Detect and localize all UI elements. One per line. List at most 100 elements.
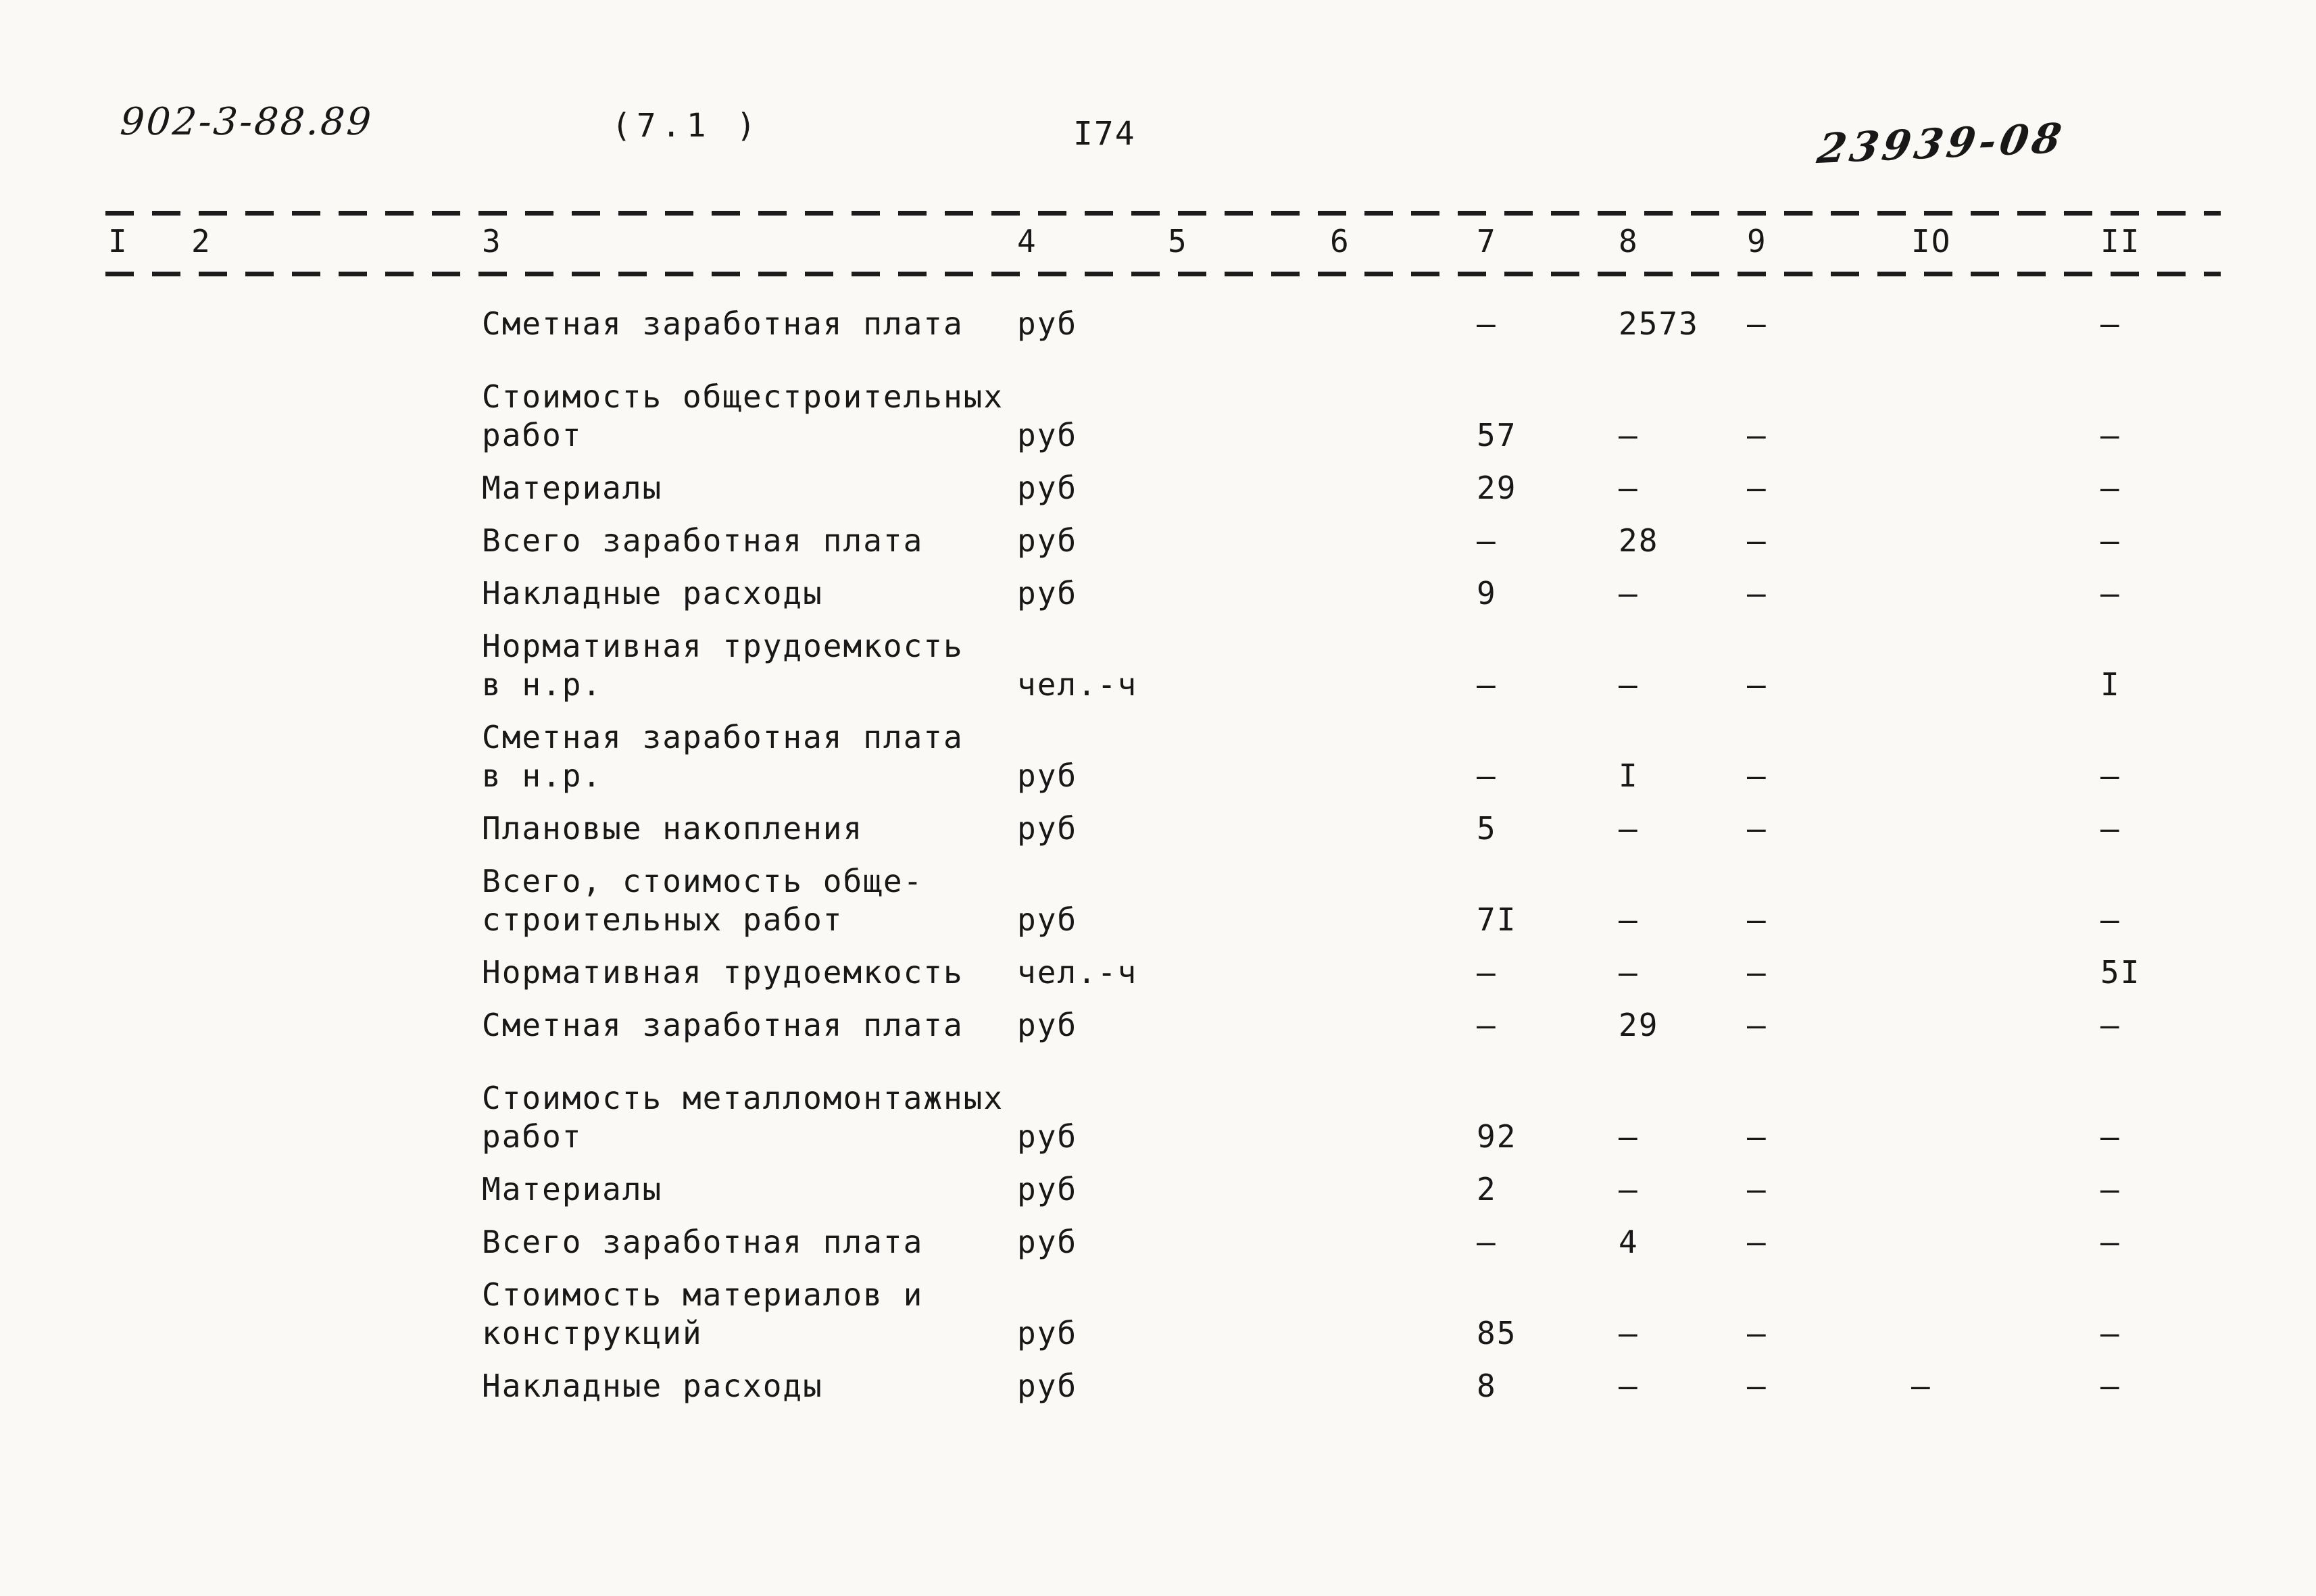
row-label: Накладные расходы — [482, 1368, 823, 1404]
row-unit: руб — [1017, 901, 1078, 938]
row-unit: чел.-ч — [1017, 666, 1138, 703]
table-row: Плановые накопления руб 5 – – – — [0, 801, 2316, 853]
row-unit: руб — [1017, 1118, 1078, 1155]
cell-c7: – — [1477, 666, 1497, 703]
row-label: Нормативная трудоемкость в н.р. — [482, 628, 964, 703]
table-row: Материалы руб 2 – – – — [0, 1162, 2316, 1214]
cell-c8: I — [1619, 757, 1639, 794]
cell-c11: – — [2100, 1368, 2121, 1404]
cell-c11: – — [2100, 1007, 2121, 1043]
doc-number: 902-3-88.89 — [118, 100, 374, 144]
cell-c11: – — [2100, 1315, 2121, 1351]
cell-c9: – — [1747, 666, 1767, 703]
cell-c9: – — [1747, 575, 1767, 612]
cell-c8: 29 — [1619, 1007, 1659, 1043]
cell-c9: – — [1747, 954, 1767, 991]
cell-c11: I — [2100, 666, 2121, 703]
cell-c11: – — [2100, 1224, 2121, 1260]
row-label: Стоимость общестроительных работ — [482, 378, 1004, 453]
table-rows: Сметная заработная плата руб – 2573 – – … — [0, 296, 2316, 1411]
cell-c11: – — [2100, 1171, 2121, 1207]
column-number-10: IO — [1911, 223, 1952, 259]
cell-c9: – — [1747, 1118, 1767, 1155]
row-label: Сметная заработная плата — [482, 1007, 964, 1043]
cell-c8: – — [1619, 575, 1639, 612]
sheet-ref: (7.1 ) — [612, 107, 762, 145]
column-number-6: 6 — [1330, 223, 1350, 259]
row-unit: руб — [1017, 417, 1078, 453]
cell-c9: – — [1747, 305, 1767, 342]
row-unit: руб — [1017, 1315, 1078, 1351]
cell-c7: – — [1477, 305, 1497, 342]
cell-c8: – — [1619, 954, 1639, 991]
cell-c9: – — [1747, 1007, 1767, 1043]
row-unit: руб — [1017, 575, 1078, 612]
row-unit: руб — [1017, 757, 1078, 794]
cell-c11: – — [2100, 575, 2121, 612]
cell-c11: – — [2100, 901, 2121, 938]
row-label: Сметная заработная плата в н.р. — [482, 719, 964, 794]
cell-c7: – — [1477, 1224, 1497, 1260]
row-label: Стоимость материалов и конструкций — [482, 1276, 924, 1351]
row-label: Нормативная трудоемкость — [482, 954, 964, 991]
cell-c8: – — [1619, 810, 1639, 847]
row-label: Всего, стоимость обще- строительных рабо… — [482, 863, 924, 938]
row-label: Стоимость металломонтажных работ — [482, 1080, 1004, 1155]
handwritten-code: 23939-08 — [1814, 114, 2069, 174]
cell-c8: – — [1619, 1171, 1639, 1207]
row-unit: чел.-ч — [1017, 954, 1138, 991]
cell-c8: – — [1619, 666, 1639, 703]
cell-c8: – — [1619, 901, 1639, 938]
column-number-7: 7 — [1477, 223, 1497, 259]
cell-c11: – — [2100, 417, 2121, 453]
table-row: Всего, стоимость обще- строительных рабо… — [0, 853, 2316, 945]
row-unit: руб — [1017, 810, 1078, 847]
table-row: Сметная заработная плата в н.р. руб – I … — [0, 709, 2316, 801]
cell-c11: – — [2100, 305, 2121, 342]
cell-c7: – — [1477, 757, 1497, 794]
column-number-11: II — [2100, 223, 2141, 259]
cell-c7: – — [1477, 954, 1497, 991]
table-row: Стоимость металломонтажных работ руб 92 … — [0, 1050, 2316, 1162]
cell-c8: – — [1619, 470, 1639, 506]
cell-c7: 9 — [1477, 575, 1497, 612]
table-row: Всего заработная плата руб – 28 – – — [0, 513, 2316, 566]
table-row: Сметная заработная плата руб – 29 – – — [0, 997, 2316, 1050]
table-row: Стоимость общестроительных работ руб 57 … — [0, 349, 2316, 460]
row-unit: руб — [1017, 522, 1078, 559]
cell-c7: 7I — [1477, 901, 1517, 938]
cell-c11: – — [2100, 470, 2121, 506]
cell-c9: – — [1747, 757, 1767, 794]
column-number-9: 9 — [1747, 223, 1767, 259]
row-label: Всего заработная плата — [482, 522, 924, 559]
row-unit: руб — [1017, 1171, 1078, 1207]
table-header-rule — [105, 272, 2221, 276]
cell-c8: – — [1619, 1315, 1639, 1351]
cell-c7: 5 — [1477, 810, 1497, 847]
column-number-5: 5 — [1168, 223, 1188, 259]
row-label: Накладные расходы — [482, 575, 823, 612]
table-row: Нормативная трудоемкость чел.-ч – – – 5I — [0, 945, 2316, 997]
column-number-8: 8 — [1619, 223, 1639, 259]
cell-c11: – — [2100, 522, 2121, 559]
cell-c8: – — [1619, 417, 1639, 453]
table-row: Нормативная трудоемкость в н.р. чел.-ч –… — [0, 618, 2316, 709]
cell-c8: – — [1619, 1368, 1639, 1404]
page-number: I74 — [1073, 115, 1136, 153]
table-row: Всего заработная плата руб – 4 – – — [0, 1214, 2316, 1267]
cell-c9: – — [1747, 1315, 1767, 1351]
row-unit: руб — [1017, 1007, 1078, 1043]
table-row: Накладные расходы руб 9 – – – — [0, 566, 2316, 618]
row-unit: руб — [1017, 305, 1078, 342]
cell-c11: – — [2100, 757, 2121, 794]
row-unit: руб — [1017, 470, 1078, 506]
row-unit: руб — [1017, 1368, 1078, 1404]
table-row: Материалы руб 29 – – – — [0, 460, 2316, 513]
row-label: Материалы — [482, 470, 663, 506]
cell-c8: 28 — [1619, 522, 1659, 559]
column-number-1: I — [108, 223, 128, 259]
cell-c7: 57 — [1477, 417, 1517, 453]
table-row: Стоимость материалов и конструкций руб 8… — [0, 1267, 2316, 1358]
cell-c9: – — [1747, 901, 1767, 938]
